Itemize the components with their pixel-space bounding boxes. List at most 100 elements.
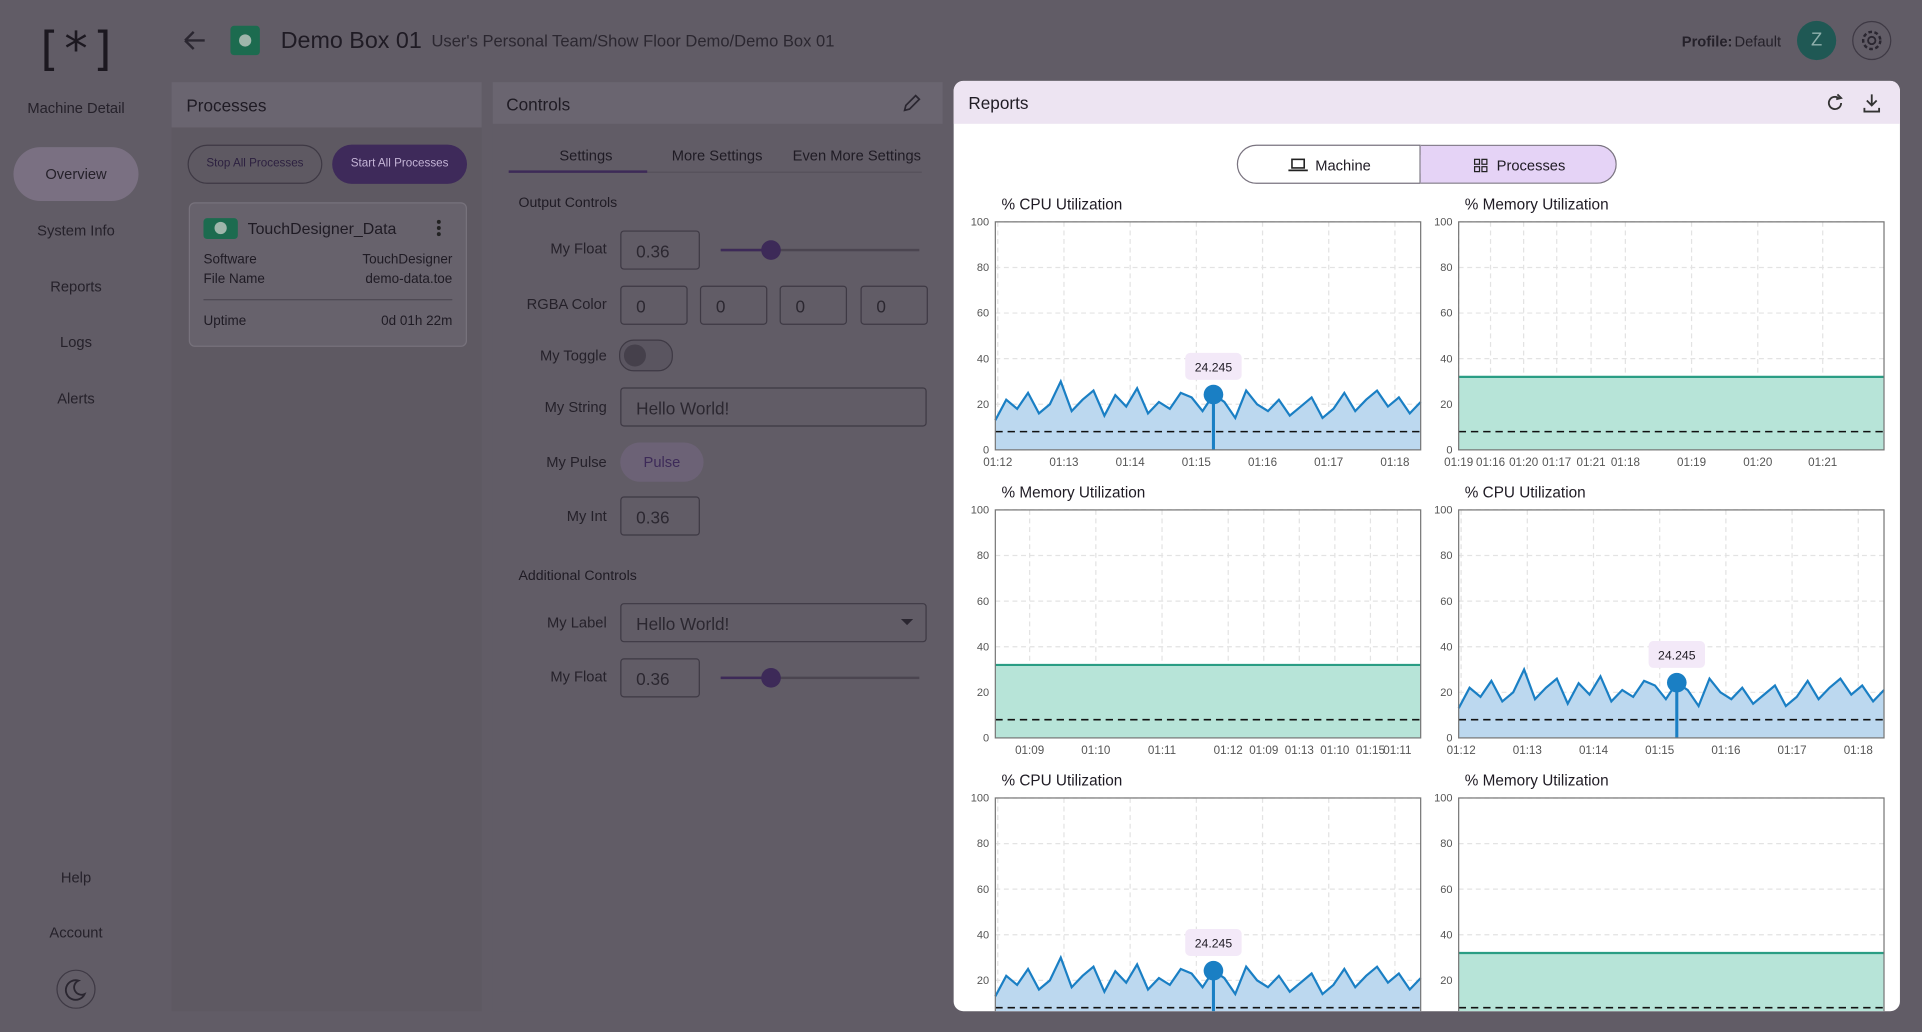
y-tick-label: 60 — [1440, 596, 1452, 608]
edit-icon[interactable] — [902, 93, 922, 113]
profile-name[interactable]: Default — [1734, 33, 1782, 51]
float-input[interactable]: 0.36 — [620, 658, 700, 698]
x-tick-label: 01:15 — [1645, 744, 1674, 757]
y-tick-label: 0 — [983, 445, 989, 457]
process-card[interactable]: TouchDesigner_Data Software TouchDesigne… — [188, 202, 468, 347]
rgba-input[interactable]: 0 — [699, 285, 768, 325]
x-tick-label: 01:12 — [1214, 744, 1243, 757]
x-tick-label: 01:16 — [1476, 456, 1505, 469]
profile-label: Profile: — [1681, 33, 1733, 51]
y-tick-label: 60 — [1440, 884, 1452, 896]
x-tick-label: 01:21 — [1577, 456, 1606, 469]
machine-title: Demo Box 01 — [280, 28, 422, 54]
chart-title: % Memory Utilization — [1465, 773, 1609, 790]
nav-item[interactable]: Reports — [50, 278, 102, 296]
panel-header: Processes — [171, 82, 482, 128]
rgba-input[interactable]: 0 — [620, 285, 688, 325]
panel-header: Reports — [953, 80, 1900, 124]
field-label: My Pulse — [546, 453, 607, 471]
y-tick-label: 100 — [1434, 793, 1452, 805]
tooltip-label: 24.245 — [1658, 648, 1696, 662]
slider-track[interactable] — [720, 248, 920, 252]
plot-frame — [1458, 509, 1885, 739]
settings-button[interactable] — [1852, 20, 1892, 61]
process-name: TouchDesigner_Data — [247, 219, 397, 238]
x-tick-label: 01:12 — [1447, 744, 1476, 757]
start-button[interactable]: Start All Processes — [332, 144, 468, 184]
slider-track[interactable] — [720, 676, 920, 680]
y-tick-label: 20 — [1440, 399, 1452, 411]
y-tick-label: 20 — [977, 399, 989, 411]
x-tick-label: 01:11 — [1148, 744, 1176, 757]
plot-frame — [1458, 221, 1885, 451]
nav-item[interactable]: System Info — [37, 221, 115, 240]
theme-button[interactable] — [56, 969, 96, 1009]
menu-icon[interactable] — [434, 218, 444, 238]
back-arrow[interactable] — [181, 28, 208, 53]
chart-title: % Memory Utilization — [1001, 485, 1145, 502]
section-title: Additional Controls — [518, 568, 637, 584]
breadcrumb: User's Personal Team/Show Floor Demo/Dem… — [431, 31, 835, 51]
area — [1458, 669, 1885, 738]
tab[interactable]: Even More Settings — [792, 147, 921, 165]
nav-item[interactable]: Account — [49, 924, 103, 942]
y-tick-label: 0 — [983, 733, 989, 745]
y-tick-label: 80 — [977, 838, 989, 850]
y-tick-label: 100 — [971, 217, 989, 229]
x-tick-label: 01:12 — [983, 456, 1012, 469]
field-label: My Toggle — [539, 346, 607, 365]
y-tick-label: 20 — [977, 975, 989, 987]
pulse-button[interactable]: Pulse — [620, 442, 704, 482]
y-tick-label: 40 — [1440, 353, 1452, 365]
int-input[interactable]: 0.36 — [620, 496, 700, 536]
nav-item[interactable]: Logs — [60, 333, 92, 351]
y-tick-label: 20 — [977, 687, 989, 699]
tab[interactable]: Settings — [559, 147, 613, 165]
refresh-icon[interactable] — [1824, 92, 1846, 114]
tab[interactable]: More Settings — [671, 147, 763, 165]
tooltip — [1185, 352, 1242, 380]
field-value: TouchDesigner — [362, 252, 453, 268]
download-icon[interactable] — [1861, 92, 1883, 114]
section-label: Machine Detail — [27, 99, 125, 117]
nav-item[interactable]: Help — [60, 869, 92, 887]
slider-knob[interactable] — [761, 240, 781, 260]
avatar[interactable]: Z — [1796, 20, 1837, 61]
rgba-input[interactable]: 0 — [779, 285, 848, 325]
label-select[interactable]: Hello World! — [620, 603, 927, 643]
band — [1458, 376, 1885, 450]
line — [994, 378, 1422, 421]
toggle[interactable] — [619, 339, 673, 372]
process-icon — [203, 218, 238, 240]
y-tick-label: 60 — [977, 596, 989, 608]
tooltip-label: 24.245 — [1195, 936, 1233, 950]
y-tick-label: 40 — [977, 353, 989, 365]
rgba-input[interactable]: 0 — [860, 285, 928, 325]
toggle-label: Machine — [1315, 156, 1371, 175]
tooltip-label: 24.245 — [1195, 360, 1233, 374]
nav-selected — [13, 147, 139, 202]
field-label: My Label — [547, 614, 607, 632]
tab-rule — [508, 171, 922, 173]
stop-button[interactable]: Stop All Processes — [187, 144, 323, 184]
x-tick-label: 01:16 — [1711, 744, 1740, 757]
field-label: Uptime — [203, 313, 247, 329]
divider — [203, 299, 453, 301]
tooltip — [1185, 929, 1242, 956]
toggle-processes[interactable]: Processes — [1420, 144, 1617, 184]
chart-title: % CPU Utilization — [1001, 197, 1122, 214]
field-label: My Float — [550, 240, 607, 258]
nav-item[interactable]: Overview — [45, 165, 107, 183]
line — [994, 954, 1422, 997]
panel-title: Processes — [186, 95, 267, 116]
panel-header: Controls — [492, 82, 943, 124]
slider-fill — [720, 248, 772, 252]
y-tick-label: 80 — [977, 262, 989, 274]
slider-knob[interactable] — [761, 668, 781, 688]
x-tick-label: 01:20 — [1743, 456, 1773, 469]
string-input[interactable]: Hello World! — [620, 387, 927, 427]
x-tick-label: 01:19 — [1677, 456, 1706, 469]
nav-item[interactable]: Alerts — [57, 389, 95, 407]
toggle-machine[interactable]: Machine — [1236, 144, 1421, 184]
float-input[interactable]: 0.36 — [620, 230, 700, 270]
